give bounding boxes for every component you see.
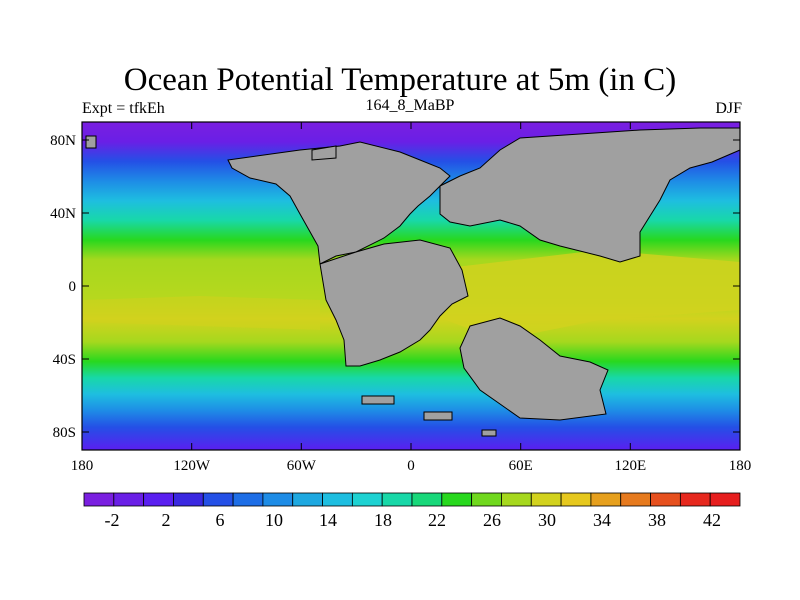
colorbar-label: 2 xyxy=(161,510,171,530)
y-tick-label: 80N xyxy=(50,133,76,149)
colorbar-swatch xyxy=(501,492,532,507)
y-tick-label: 40S xyxy=(53,352,76,368)
colorbar-swatch xyxy=(322,492,353,507)
x-tick-label: 120W xyxy=(173,458,211,474)
north-landmass xyxy=(227,141,451,265)
x-tick-label: 180 xyxy=(729,458,752,474)
colorbar-swatch xyxy=(590,492,622,507)
x-tick-label: 180 xyxy=(71,458,94,474)
x-tick-label: 60E xyxy=(509,458,533,474)
period-label: 164_8_MaBP xyxy=(365,97,455,114)
x-tick-marks xyxy=(81,122,741,450)
island-4 xyxy=(85,135,97,149)
eurasia-landmass xyxy=(439,127,741,263)
colorbar-label: 10 xyxy=(265,510,283,530)
colorbar-swatch xyxy=(679,492,711,507)
colorbar-swatch xyxy=(620,492,651,507)
colorbar-swatch xyxy=(411,492,443,507)
land-masses xyxy=(85,127,741,437)
colorbar-swatch xyxy=(113,492,145,507)
colorbar-label: 26 xyxy=(483,510,501,530)
colorbar-label: 22 xyxy=(428,510,446,530)
colorbar-swatch xyxy=(381,492,413,507)
colorbar-swatch xyxy=(530,492,562,507)
colorbar-swatch xyxy=(83,492,115,507)
colorbar-label: 38 xyxy=(648,510,666,530)
colorbar-swatch xyxy=(560,492,592,507)
colorbar-swatch xyxy=(441,492,473,507)
map-title: Ocean Potential Temperature at 5m (in C) xyxy=(123,62,677,98)
colorbar xyxy=(83,492,741,507)
colorbar-swatch xyxy=(292,492,323,507)
colorbar-label: 6 xyxy=(215,510,225,530)
southeast-landmass xyxy=(459,317,609,421)
x-tick-label: 120E xyxy=(614,458,646,474)
island-3 xyxy=(481,429,497,437)
island-2 xyxy=(423,411,453,421)
colorbar-label: 42 xyxy=(703,510,721,530)
colorbar-swatch xyxy=(262,492,294,507)
season-label: DJF xyxy=(715,100,742,117)
experiment-label: Expt = tfkEh xyxy=(82,100,165,117)
colorbar-swatch xyxy=(173,492,204,507)
colorbar-swatch xyxy=(202,492,234,507)
colorbar-swatch xyxy=(351,492,383,507)
colorbar-label: 34 xyxy=(593,510,611,530)
colorbar-label: 30 xyxy=(538,510,556,530)
x-tick-label: 0 xyxy=(407,458,415,474)
southern-landmass xyxy=(319,239,469,367)
colorbar-swatch xyxy=(709,492,741,507)
colorbar-swatch xyxy=(650,492,681,507)
warm-pool xyxy=(430,250,740,340)
colorbar-swatch xyxy=(232,492,264,507)
island-1 xyxy=(361,395,395,405)
y-tick-marks xyxy=(82,139,740,433)
colorbar-swatch xyxy=(143,492,174,507)
y-tick-label: 40N xyxy=(50,206,76,222)
y-tick-label: 0 xyxy=(69,279,77,295)
pacific-warm-band xyxy=(82,296,320,330)
colorbar-swatch xyxy=(471,492,502,507)
island-5 xyxy=(311,145,337,161)
colorbar-label: -2 xyxy=(104,510,120,530)
colorbar-label: 14 xyxy=(319,510,337,530)
colorbar-label: 18 xyxy=(374,510,392,530)
y-tick-label: 80S xyxy=(53,425,76,441)
x-tick-label: 60W xyxy=(287,458,317,474)
